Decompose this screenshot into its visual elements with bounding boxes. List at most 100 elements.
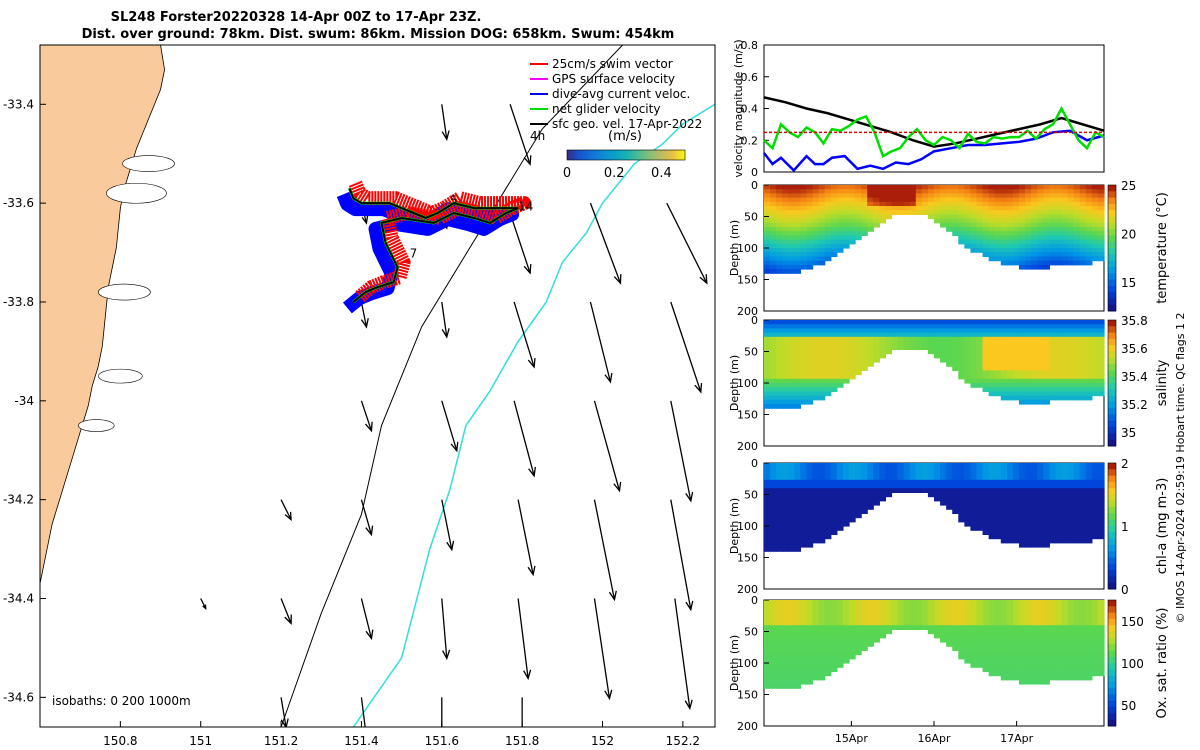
section-cell [873,479,880,485]
section-cell [842,235,850,241]
section-cell [982,667,990,672]
section-cell [1073,671,1081,677]
section-cell [1049,463,1057,468]
section-cell [964,492,972,498]
section-cell [976,488,984,493]
section-cell [1067,471,1075,477]
section-colorbar-cell [1108,688,1116,695]
section-cell [818,341,826,346]
section-cell [915,197,923,203]
section-cell [1031,345,1038,350]
section-cell [1091,222,1099,228]
section-cell [1019,256,1026,262]
section-cell [952,479,959,485]
section-cell [976,210,984,215]
section-cell [812,500,820,506]
section-cell [867,357,874,363]
map-x-tick-label: 152 [591,734,614,748]
section-cell [776,404,783,409]
section-cell [855,341,862,346]
section-cell [1061,362,1069,367]
section-cell [1091,612,1099,618]
section-cell [842,488,850,493]
section-cell [800,654,808,660]
section-cell [1006,475,1014,481]
section-colorbar-cell [1108,376,1116,384]
title-line1: SL248 Forster20220328 14-Apr 00Z to 17-A… [111,10,482,25]
section-cell [909,484,917,489]
section-cell [764,252,771,257]
section-cell [782,378,789,384]
section-cell [806,500,814,506]
section-cell [818,667,826,672]
section-cell [988,214,996,220]
section-cell [934,496,941,502]
section-cell [1037,332,1044,338]
section-cell [1043,210,1050,215]
section-cell [861,621,868,626]
section-cell [1037,479,1044,485]
section-cell [1025,189,1032,194]
section-cell [818,675,826,681]
section-cell [970,463,978,468]
section-cell [1085,345,1093,350]
section-cell [934,349,941,355]
section-cell [1085,239,1093,245]
section-cell [794,345,802,350]
section-cell [818,492,826,498]
section-cell [770,488,777,493]
section-cell [782,492,789,498]
section-cell [794,650,802,656]
section-cell [1061,201,1069,207]
section-cell [1006,616,1014,622]
section-cell [1025,542,1032,548]
section-cell [946,357,953,363]
section-cell [855,633,862,639]
section-cell [788,395,795,401]
section-cell [1037,671,1044,677]
section-cell [830,366,838,371]
geo-vector-shaft [670,499,692,610]
section-cell [1085,633,1093,639]
section-cell [903,197,911,203]
section-cell [1006,260,1014,266]
section-cell [1000,612,1008,618]
section-cell [867,320,874,325]
section-cell [794,500,802,506]
section-cell [800,671,808,677]
section-cell [1061,345,1069,350]
section-cell [812,185,820,190]
section-cell [818,193,826,199]
section-colorbar-cell [1108,370,1116,378]
section-cell [1091,600,1099,605]
section-cell [1043,395,1050,401]
section-cell [1031,399,1038,405]
section-cell [982,214,990,220]
section-cell [958,608,965,614]
section-cell [861,484,868,489]
section-cell [976,625,984,630]
section-cell [952,467,959,472]
section-cell [770,383,777,388]
section-cell [909,488,917,493]
section-cell [764,248,771,253]
section-cell [1019,252,1026,257]
section-cell [1085,646,1093,651]
section-cell [1061,650,1069,656]
section-cell [891,625,899,630]
section-cell [982,642,990,647]
section-cell [970,604,978,609]
section-cell [927,206,935,211]
section-cell [970,479,978,485]
section-cell [830,526,838,531]
section-cell [794,197,802,203]
section-cell [818,366,826,371]
section-cell [1079,366,1087,371]
section-cell [1073,324,1081,329]
section-cell [927,475,935,481]
section-cell [982,475,990,481]
section-cell [861,362,868,367]
section-cell [970,625,978,630]
section-cell [1025,488,1032,493]
section-cell [964,479,972,485]
